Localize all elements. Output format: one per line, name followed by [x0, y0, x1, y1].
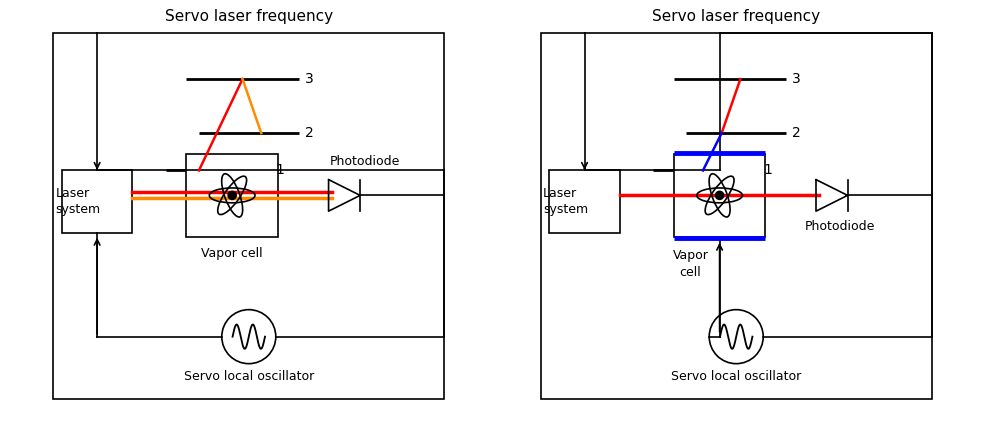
Bar	[674, 154, 765, 237]
Text: Photodiode: Photodiode	[330, 155, 400, 168]
Text: system: system	[55, 204, 100, 216]
Bar	[541, 33, 932, 399]
Circle shape	[229, 191, 236, 200]
Text: Vapor: Vapor	[673, 249, 708, 262]
Circle shape	[715, 191, 724, 200]
Text: Servo laser frequency: Servo laser frequency	[652, 9, 821, 24]
Text: Laser: Laser	[55, 187, 90, 200]
Text: Servo local oscillator: Servo local oscillator	[183, 370, 314, 382]
Bar	[53, 33, 444, 399]
Text: Photodiode: Photodiode	[805, 220, 876, 233]
Text: 2: 2	[305, 126, 313, 140]
Text: Laser: Laser	[543, 187, 577, 200]
Text: cell: cell	[680, 266, 701, 279]
Text: Vapor cell: Vapor cell	[201, 247, 263, 260]
Text: 3: 3	[792, 72, 801, 86]
Bar	[550, 170, 620, 233]
Text: system: system	[543, 204, 588, 216]
Text: 1: 1	[276, 163, 285, 178]
Bar	[186, 154, 278, 237]
Bar	[62, 170, 132, 233]
Text: 1: 1	[763, 163, 772, 178]
Text: Servo laser frequency: Servo laser frequency	[164, 9, 333, 24]
Text: 3: 3	[305, 72, 313, 86]
Text: Servo local oscillator: Servo local oscillator	[671, 370, 802, 382]
Text: 2: 2	[792, 126, 801, 140]
